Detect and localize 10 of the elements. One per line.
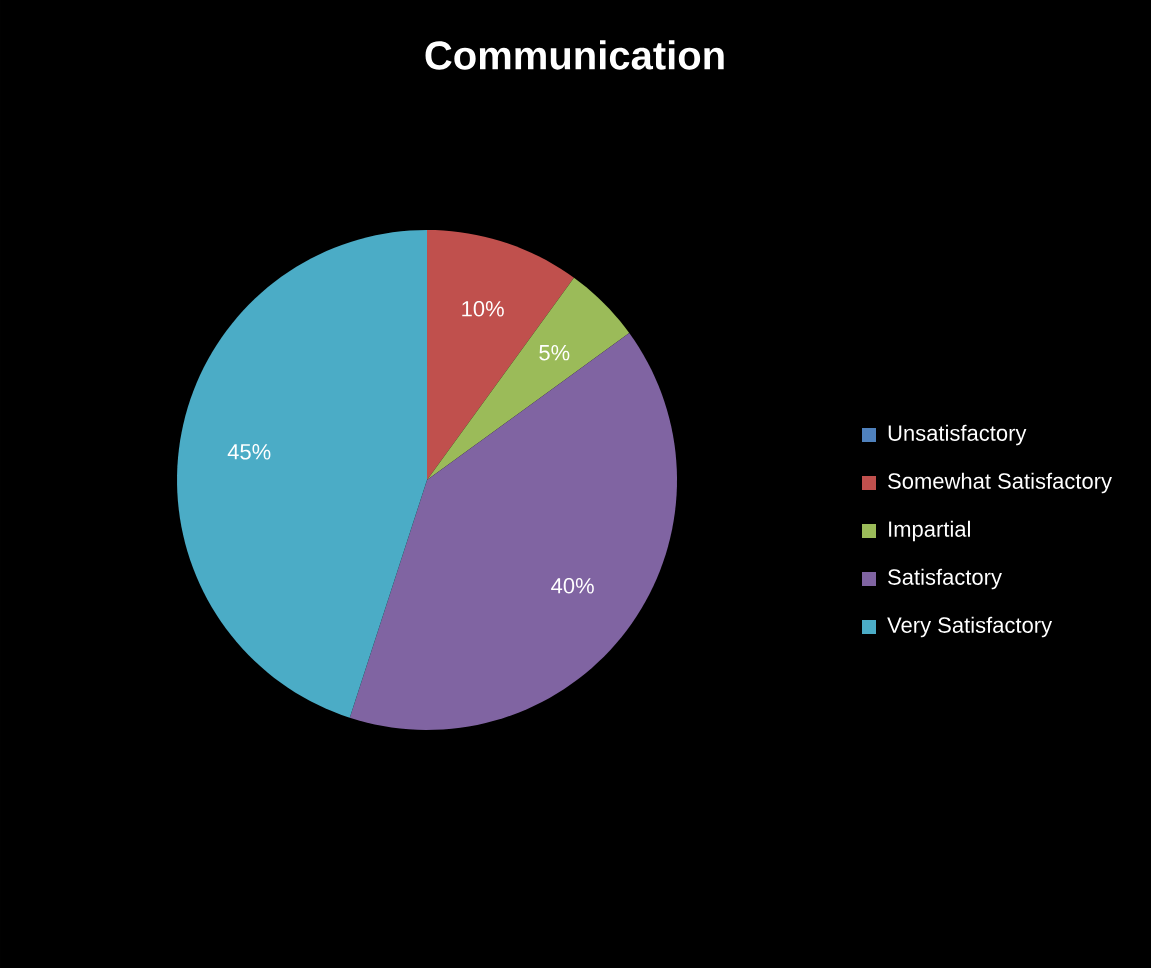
legend-label: Somewhat Satisfactory bbox=[888, 472, 1112, 494]
data-label: 10% bbox=[462, 301, 504, 317]
legend-label: Very Satisfactory bbox=[887, 616, 1053, 638]
data-label: 45% bbox=[227, 444, 271, 460]
legend-label: Impartial bbox=[889, 520, 970, 542]
legend-label: Satisfactory bbox=[888, 568, 1002, 590]
data-label: 40% bbox=[551, 578, 594, 594]
chart-title: Communication bbox=[425, 40, 724, 70]
legend-label: Unsatisfactory bbox=[888, 424, 1027, 446]
data-label: 5% bbox=[539, 344, 570, 361]
